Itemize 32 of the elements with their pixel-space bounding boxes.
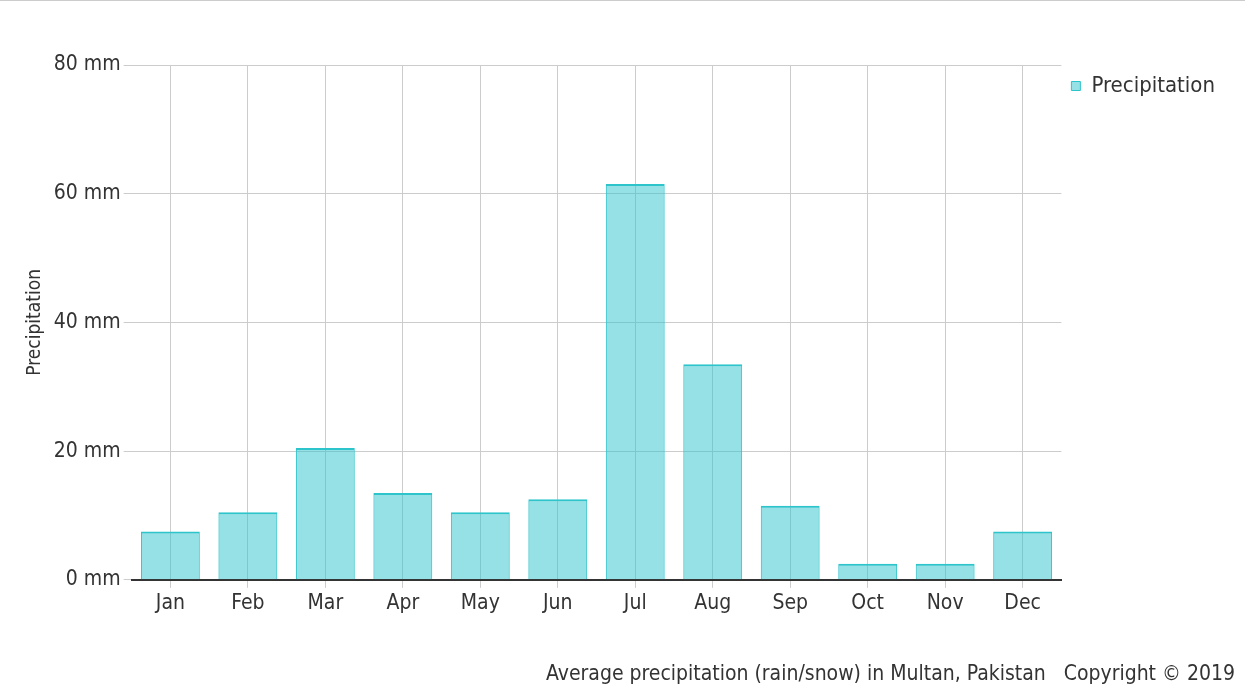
y-axis-title: Precipitation (22, 269, 45, 376)
bar (140, 531, 200, 580)
y-tick-label: 80 mm (53, 51, 121, 76)
y-tick-label: 0 mm (65, 566, 121, 591)
bar (993, 531, 1053, 580)
bar (373, 492, 433, 580)
x-tick-label: Jan (154, 589, 185, 614)
bar (528, 499, 588, 580)
y-tick-label: 20 mm (53, 437, 121, 462)
x-tick-label: Oct (851, 589, 885, 614)
x-tick-label: May (460, 589, 500, 614)
bar (450, 512, 510, 580)
bar (218, 512, 278, 580)
legend-label: Precipitation (1091, 71, 1215, 97)
x-tick-label: Feb (231, 589, 265, 614)
bar (915, 563, 975, 580)
bar (838, 563, 898, 580)
bar (606, 186, 664, 580)
bar (760, 505, 820, 580)
x-tick-label: Jun (542, 589, 573, 614)
bar (295, 447, 355, 580)
y-tick-label: 60 mm (53, 180, 121, 205)
text: Average precipitation (rain/snow) in Multan, Pakistan Copyright © 2019 (546, 660, 1235, 685)
x-tick-label: Aug (694, 589, 732, 614)
x-tick-label: Nov (926, 589, 964, 614)
x-tick-label: Jul (622, 589, 647, 614)
x-tick-label: Sep (772, 589, 809, 614)
bar (683, 364, 743, 580)
x-tick-label: Apr (386, 589, 420, 614)
x-tick-label: Mar (307, 589, 344, 614)
x-tick-label: Dec (1004, 589, 1041, 614)
y-tick-label: 40 mm (53, 308, 121, 333)
